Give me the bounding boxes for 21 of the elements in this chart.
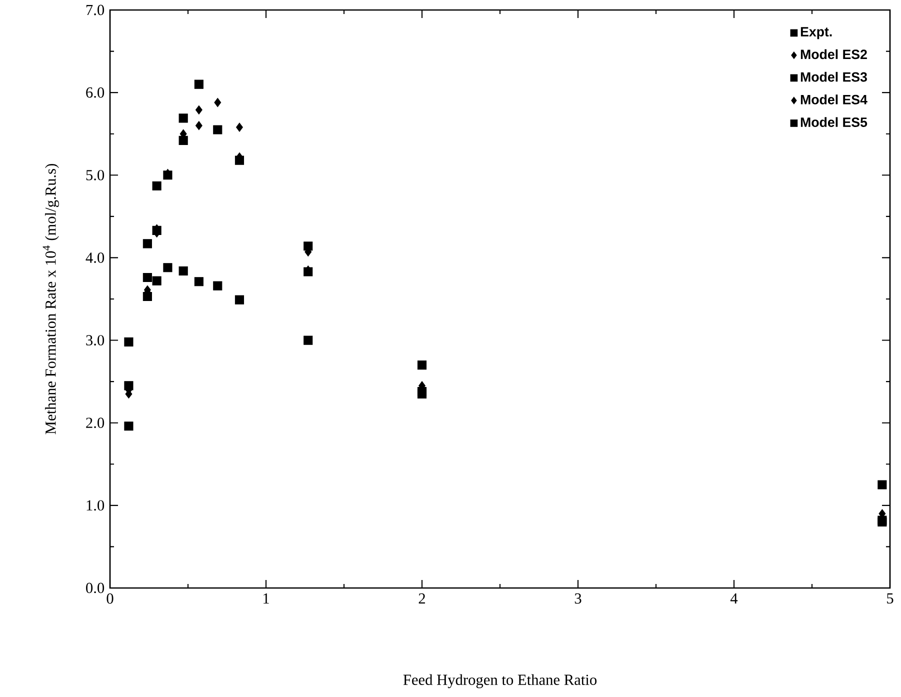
y-tick-label: 7.0: [86, 4, 104, 16]
legend-label: Model ES2: [800, 49, 867, 60]
y-tick-label: 1.0: [86, 500, 104, 511]
x-tick-label: 2: [418, 593, 425, 604]
y-tick-label: 3.0: [86, 335, 104, 346]
x-tick-label: 0: [106, 593, 114, 604]
y-tick-label: 6.0: [86, 87, 104, 98]
x-tick-label: 4: [730, 593, 738, 604]
y-tick-label: 2.0: [86, 418, 104, 428]
y-tick-label: 4.0: [86, 252, 104, 263]
legend-label: Model ES4: [800, 94, 868, 104]
y-tick-label: 5.0: [86, 170, 104, 180]
x-tick-label: 3: [574, 593, 582, 604]
legend-label: Model ES5: [800, 117, 868, 127]
y-tick-label: 0.0: [86, 582, 104, 594]
legend-label: Expt.: [800, 27, 832, 40]
x-tick-label: 1: [264, 593, 269, 604]
x-tick-label: 5: [887, 593, 894, 604]
y-axis-title: Methane Formation Rate x 10$^{4}$ (mol/g.Ru.s): [42, 164, 59, 434]
legend-label: Model ES3: [800, 72, 867, 82]
x-axis-title: Feed Hydrogen to Ethane Ratio: [403, 674, 597, 688]
